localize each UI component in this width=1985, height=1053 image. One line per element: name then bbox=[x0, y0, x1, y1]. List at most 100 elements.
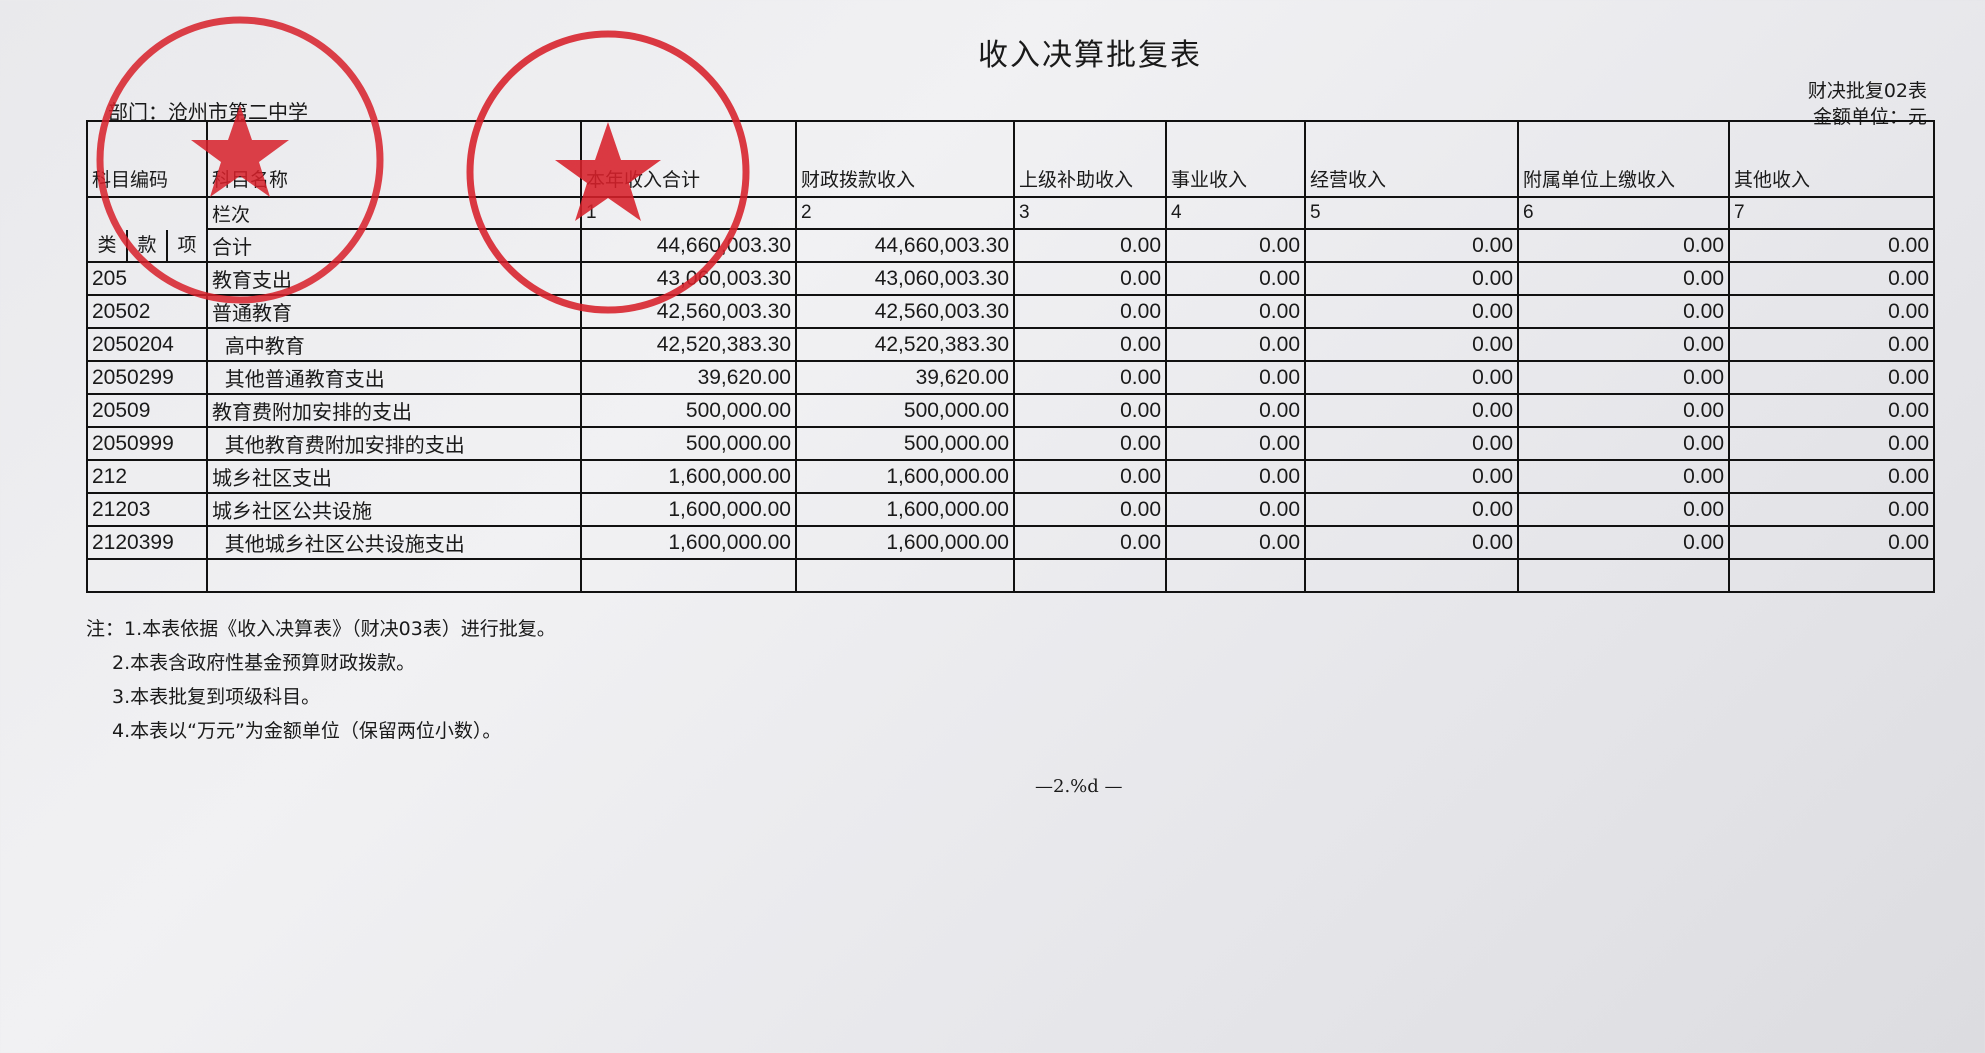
notes: 注：1.本表依据《收入决算表》（财决03表）进行批复。 2.本表含政府性基金预算… bbox=[86, 612, 556, 748]
subject-code: 2120399 bbox=[86, 525, 208, 560]
amount-cell: 39,620.00 bbox=[795, 360, 1015, 395]
column-number: 4 bbox=[1165, 196, 1306, 230]
amount-cell: 0.00 bbox=[1304, 393, 1519, 428]
subject-name: 教育支出 bbox=[206, 261, 582, 296]
table-row: 合计 44,660,003.30 44,660,003.30 0.00 0.00 0.00… bbox=[87, 228, 1935, 263]
amount-cell: 0.00 bbox=[1165, 492, 1306, 527]
amount-cell: 0.00 bbox=[1517, 294, 1730, 329]
subject-code: 20502 bbox=[86, 294, 208, 329]
document-title: 收入决算批复表 bbox=[978, 38, 1202, 73]
amount-cell: 0.00 bbox=[1517, 327, 1730, 362]
empty-cell bbox=[86, 558, 208, 593]
amount-cell: 0.00 bbox=[1728, 327, 1935, 362]
note-1: 注：1.本表依据《收入决算表》（财决03表）进行批复。 bbox=[86, 618, 556, 640]
amount-cell: 0.00 bbox=[1517, 360, 1730, 395]
subject-code: 2050299 bbox=[86, 360, 208, 395]
amount-cell: 1,600,000.00 bbox=[795, 492, 1015, 527]
subject-name: 其他普通教育支出 bbox=[206, 360, 582, 395]
amount-cell: 0.00 bbox=[1517, 492, 1730, 527]
header-fiscal: 财政拨款收入 bbox=[795, 120, 1015, 198]
amount-cell: 39,620.00 bbox=[580, 360, 797, 395]
table-row: 20509 教育费附加安排的支出 500,000.00 500,000.00 0.00 0… bbox=[86, 393, 1935, 428]
code-subheaders: 类 款 项 bbox=[86, 196, 208, 263]
amount-cell: 0.00 bbox=[1728, 261, 1935, 296]
subject-name: 其他城乡社区公共设施支出 bbox=[206, 525, 582, 560]
empty-cell bbox=[206, 558, 582, 593]
column-number-row: 类 款 项 栏次 1 2 3 4 5 6 7 bbox=[86, 196, 1935, 263]
amount-cell: 42,520,383.30 bbox=[580, 327, 797, 362]
amount-cell: 1,600,000.00 bbox=[580, 525, 797, 560]
amount-cell: 0.00 bbox=[1304, 294, 1519, 329]
amount-cell: 0.00 bbox=[1517, 525, 1730, 560]
amount-cell: 1,600,000.00 bbox=[580, 459, 797, 494]
amount-cell: 0.00 bbox=[1517, 228, 1730, 263]
header-total: 本年收入合计 bbox=[580, 120, 797, 198]
table-row: 2050204 高中教育 42,520,383.30 42,520,383.30 0.… bbox=[86, 327, 1935, 362]
amount-cell: 0.00 bbox=[1304, 459, 1519, 494]
amount-cell: 0.00 bbox=[1304, 426, 1519, 461]
column-number: 6 bbox=[1517, 196, 1730, 230]
header-business: 事业收入 bbox=[1165, 120, 1306, 198]
empty-cell bbox=[1013, 558, 1167, 593]
amount-cell: 0.00 bbox=[1304, 228, 1519, 263]
amount-cell: 0.00 bbox=[1728, 294, 1935, 329]
empty-cell bbox=[1728, 558, 1935, 593]
subject-code: 205 bbox=[86, 261, 208, 296]
table-row: 212 城乡社区支出 1,600,000.00 1,600,000.00 0.00 0.0… bbox=[86, 459, 1935, 494]
header-code: 科目编码 bbox=[86, 120, 208, 198]
amount-cell: 0.00 bbox=[1517, 393, 1730, 428]
note-2: 2.本表含政府性基金预算财政拨款。 bbox=[112, 652, 416, 674]
amount-cell: 500,000.00 bbox=[580, 426, 797, 461]
amount-cell: 0.00 bbox=[1728, 525, 1935, 560]
amount-cell: 1,600,000.00 bbox=[795, 525, 1015, 560]
amount-cell: 0.00 bbox=[1165, 426, 1306, 461]
subject-code: 212 bbox=[86, 459, 208, 494]
empty-cell bbox=[1304, 558, 1519, 593]
amount-cell: 0.00 bbox=[1165, 228, 1306, 263]
amount-cell: 44,660,003.30 bbox=[795, 228, 1015, 263]
amount-cell: 0.00 bbox=[1304, 261, 1519, 296]
empty-row bbox=[86, 558, 1935, 593]
header-affiliate: 附属单位上缴收入 bbox=[1517, 120, 1730, 198]
amount-cell: 42,520,383.30 bbox=[795, 327, 1015, 362]
subheader-class: 类 bbox=[89, 230, 128, 260]
amount-cell: 0.00 bbox=[1517, 426, 1730, 461]
amount-cell: 0.00 bbox=[1304, 360, 1519, 395]
income-approval-table: 科目编码 科目名称 本年收入合计 财政拨款收入 上级补助收入 事业收入 经营收入… bbox=[86, 120, 1935, 593]
amount-cell: 43,060,003.30 bbox=[580, 261, 797, 296]
amount-cell: 43,060,003.30 bbox=[795, 261, 1015, 296]
subject-name: 高中教育 bbox=[206, 327, 582, 362]
column-number: 1 bbox=[580, 196, 797, 230]
empty-cell bbox=[795, 558, 1015, 593]
amount-cell: 42,560,003.30 bbox=[580, 294, 797, 329]
header-name: 科目名称 bbox=[206, 120, 582, 198]
amount-cell: 0.00 bbox=[1728, 393, 1935, 428]
amount-cell: 0.00 bbox=[1013, 360, 1167, 395]
page-number: —2.%d — bbox=[1035, 776, 1123, 797]
form-code: 财决批复02表 bbox=[1807, 80, 1927, 102]
amount-cell: 0.00 bbox=[1304, 492, 1519, 527]
table-row: 21203 城乡社区公共设施 1,600,000.00 1,600,000.00 0.0… bbox=[86, 492, 1935, 527]
empty-cell bbox=[580, 558, 797, 593]
amount-cell: 0.00 bbox=[1165, 459, 1306, 494]
column-number: 2 bbox=[795, 196, 1015, 230]
amount-cell: 42,560,003.30 bbox=[795, 294, 1015, 329]
column-number: 7 bbox=[1728, 196, 1935, 230]
amount-cell: 0.00 bbox=[1013, 525, 1167, 560]
amount-cell: 500,000.00 bbox=[795, 426, 1015, 461]
subheader-section: 款 bbox=[128, 230, 168, 260]
amount-cell: 0.00 bbox=[1165, 261, 1306, 296]
subject-code: 21203 bbox=[86, 492, 208, 527]
empty-cell bbox=[1517, 558, 1730, 593]
amount-cell: 0.00 bbox=[1304, 327, 1519, 362]
amount-cell: 0.00 bbox=[1304, 525, 1519, 560]
amount-cell: 0.00 bbox=[1013, 459, 1167, 494]
amount-cell: 0.00 bbox=[1728, 228, 1935, 263]
amount-cell: 0.00 bbox=[1728, 426, 1935, 461]
amount-cell: 44,660,003.30 bbox=[580, 228, 797, 263]
subject-name: 教育费附加安排的支出 bbox=[206, 393, 582, 428]
table-row: 2120399 其他城乡社区公共设施支出 1,600,000.00 1,600,00… bbox=[86, 525, 1935, 560]
subject-name: 合计 bbox=[206, 228, 582, 263]
amount-cell: 0.00 bbox=[1728, 459, 1935, 494]
header-other: 其他收入 bbox=[1728, 120, 1935, 198]
